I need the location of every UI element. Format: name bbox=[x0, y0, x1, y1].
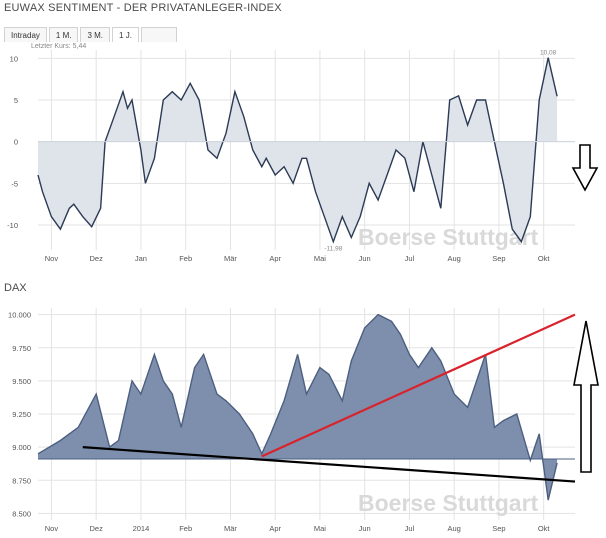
watermark: Boerse Stuttgart bbox=[358, 224, 539, 250]
timerange-tabs: Intraday 1 M. 3 M. 1 J. bbox=[4, 27, 179, 42]
x-tick-label: Dez bbox=[90, 524, 104, 533]
max-annotation: 10,08 bbox=[540, 50, 557, 57]
x-tick-label: Dez bbox=[90, 254, 104, 263]
black-trend-line bbox=[82, 446, 576, 483]
x-tick-label: Apr bbox=[269, 254, 281, 263]
x-tick-label: Mär bbox=[224, 254, 237, 263]
x-tick-label: Feb bbox=[179, 524, 192, 533]
x-tick-label: Jul bbox=[405, 254, 415, 263]
x-tick-label: Aug bbox=[447, 254, 460, 263]
sentiment-chart: Boerse Stuttgart 10 5 0 -5 -10 Nov Dez Jan Feb Mä… bbox=[7, 50, 599, 263]
page-title: EUWAX SENTIMENT - DER PRIVATANLEGER-INDE… bbox=[4, 2, 282, 14]
x-tick-label: Feb bbox=[179, 254, 192, 263]
x-tick-label: Nov bbox=[45, 254, 59, 263]
tab-1-month[interactable]: 1 M. bbox=[48, 27, 79, 42]
series-area bbox=[38, 57, 558, 242]
y-tick-label: 10 bbox=[10, 54, 18, 63]
y-tick-label: 10.000 bbox=[8, 311, 31, 320]
x-tick-label: Mai bbox=[314, 254, 326, 263]
x-tick-label: Nov bbox=[45, 524, 59, 533]
watermark: Boerse Stuttgart bbox=[358, 490, 539, 516]
last-price-label: Letzter Kurs: 5,44 bbox=[31, 43, 87, 50]
y-tick-label: 9.750 bbox=[12, 344, 31, 353]
min-annotation: -11,98 bbox=[324, 246, 342, 253]
y-tick-label: -5 bbox=[11, 179, 18, 188]
dax-title: DAX bbox=[4, 282, 27, 294]
tab-intraday[interactable]: Intraday bbox=[4, 27, 47, 42]
x-tick-label: Sep bbox=[492, 254, 505, 263]
y-tick-label: 8.750 bbox=[12, 476, 31, 485]
red-trend-line bbox=[261, 313, 576, 458]
tab-empty[interactable] bbox=[140, 27, 177, 42]
y-tick-label: 5 bbox=[14, 96, 18, 105]
y-tick-label: 8.500 bbox=[12, 509, 31, 518]
series-line bbox=[37, 57, 558, 244]
down-arrow-icon bbox=[571, 144, 599, 192]
y-tick-label: -10 bbox=[7, 221, 18, 230]
y-tick-label: 9.250 bbox=[12, 410, 31, 419]
x-tick-label: Apr bbox=[269, 524, 281, 533]
series-area bbox=[38, 314, 558, 501]
x-tick-label: Jan bbox=[135, 254, 147, 263]
x-tick-label: 2014 bbox=[133, 524, 150, 533]
series-line bbox=[37, 313, 558, 501]
tab-1-year[interactable]: 1 J. bbox=[112, 27, 139, 42]
x-tick-label: Jul bbox=[405, 524, 415, 533]
y-tick-label: 9.000 bbox=[12, 443, 31, 452]
x-tick-label: Jun bbox=[359, 254, 371, 263]
x-tick-label: Jun bbox=[359, 524, 371, 533]
x-tick-label: Mai bbox=[314, 524, 326, 533]
up-arrow-icon bbox=[573, 320, 599, 473]
x-tick-label: Okt bbox=[538, 254, 551, 263]
y-tick-label: 0 bbox=[14, 138, 18, 147]
y-tick-label: 9.500 bbox=[12, 377, 31, 386]
tab-3-months[interactable]: 3 M. bbox=[80, 27, 111, 42]
x-tick-label: Aug bbox=[447, 524, 460, 533]
x-tick-label: Okt bbox=[538, 524, 551, 533]
x-tick-label: Sep bbox=[492, 524, 505, 533]
x-tick-label: Mär bbox=[224, 524, 237, 533]
